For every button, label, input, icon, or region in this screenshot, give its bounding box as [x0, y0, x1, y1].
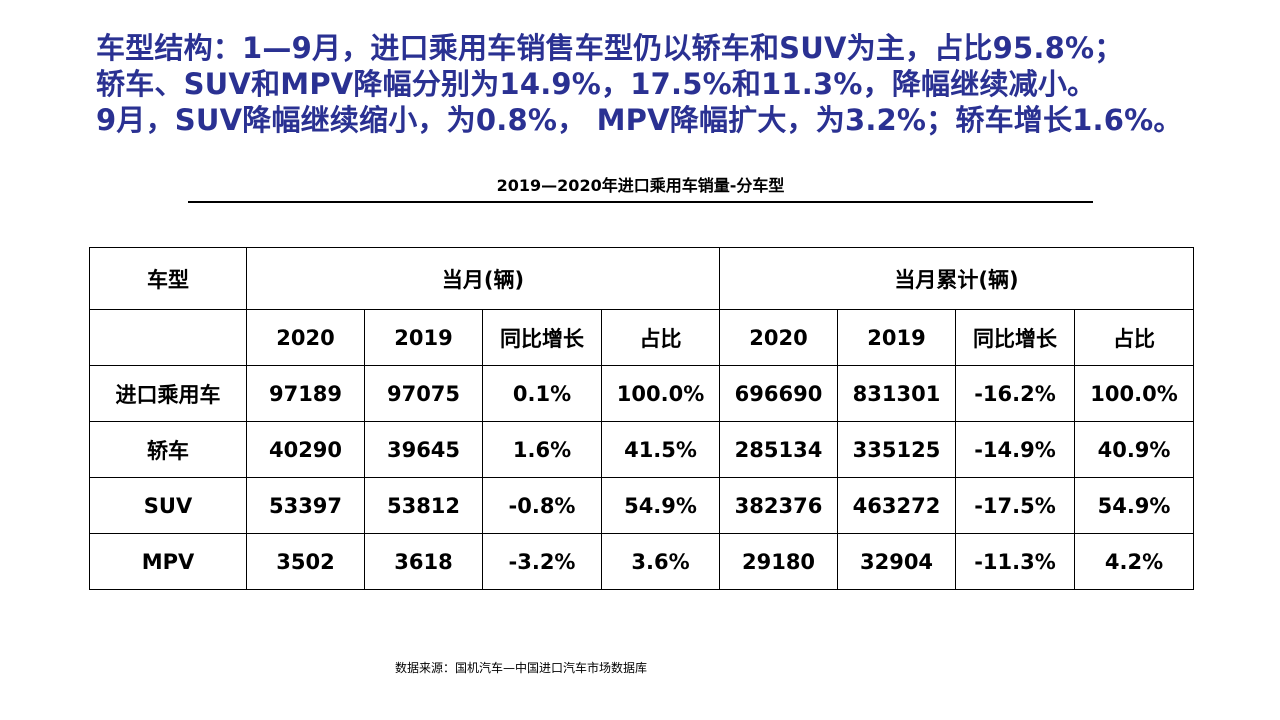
table-cell: 53812 [364, 477, 483, 534]
table-cell: 97189 [246, 365, 365, 422]
table-cell: 97075 [364, 365, 483, 422]
headline-line-2: 轿车、SUV和MPV降幅分别为14.9%，17.5%和11.3%，降幅继续减小。 [96, 67, 1097, 101]
subheader-cell: 2020 [246, 309, 365, 366]
table-cell: 463272 [837, 477, 957, 534]
table-cell: 100.0% [600, 365, 721, 422]
headline-line-3: 9月，SUV降幅继续缩小，为0.8%， MPV降幅扩大，为3.2%；轿车增长1.… [96, 103, 1183, 137]
row-type: MPV [89, 533, 247, 590]
table-cell: -3.2% [482, 533, 602, 590]
row-type: 进口乘用车 [89, 365, 247, 422]
table-cell: 100.0% [1074, 365, 1195, 422]
table-row: MPV 3502 3618 -3.2% 3.6% 29180 32904 -11… [89, 533, 1195, 590]
table-cell: 41.5% [600, 421, 721, 478]
subheader-cell: 同比增长 [482, 309, 602, 366]
table-cell: 40.9% [1074, 421, 1195, 478]
subheader-cell: 占比 [600, 309, 721, 366]
header-month-group: 当月(辆) [245, 247, 721, 310]
table-cell: 1.6% [482, 421, 602, 478]
subheader-cell: 同比增长 [955, 309, 1076, 366]
table-row: SUV 53397 53812 -0.8% 54.9% 382376 46327… [89, 477, 1195, 534]
header-row-sub: 2020 2019 同比增长 占比 2020 2019 同比增长 占比 [89, 309, 1195, 366]
table-cell: -16.2% [955, 365, 1076, 422]
subheader-cell: 2019 [364, 309, 483, 366]
table-cell: 0.1% [482, 365, 602, 422]
table-cell: 382376 [719, 477, 839, 534]
header-row-groups: 车型 当月(辆) 当月累计(辆) [89, 247, 1195, 310]
row-type: SUV [89, 477, 247, 534]
subheader-cell: 2019 [837, 309, 957, 366]
table-cell: 831301 [837, 365, 957, 422]
subheader-cell: 占比 [1074, 309, 1195, 366]
header-vehicle-type: 车型 [89, 247, 247, 310]
headline: 车型结构：1—9月，进口乘用车销售车型仍以轿车和SUV为主，占比95.8%； 轿… [96, 30, 1276, 138]
table-cell: -11.3% [955, 533, 1076, 590]
sales-table: 车型 当月(辆) 当月累计(辆) 2020 2019 同比增长 占比 2020 … [89, 247, 1195, 590]
table-cell: -0.8% [482, 477, 602, 534]
table-cell: 39645 [364, 421, 483, 478]
table-cell: 4.2% [1074, 533, 1195, 590]
table-cell: 54.9% [600, 477, 721, 534]
table-row: 轿车 40290 39645 1.6% 41.5% 285134 335125 … [89, 421, 1195, 478]
table-cell: 3618 [364, 533, 483, 590]
table-row: 进口乘用车 97189 97075 0.1% 100.0% 696690 831… [89, 365, 1195, 422]
table-cell: 696690 [719, 365, 839, 422]
table-cell: 53397 [246, 477, 365, 534]
table-cell: -14.9% [955, 421, 1076, 478]
headline-line-1: 车型结构：1—9月，进口乘用车销售车型仍以轿车和SUV为主，占比95.8%； [96, 31, 1124, 65]
table-title: 2019—2020年进口乘用车销量-分车型 [496, 176, 785, 195]
table-cell: -17.5% [955, 477, 1076, 534]
table-cell: 32904 [837, 533, 957, 590]
row-type: 轿车 [89, 421, 247, 478]
subheader-cell: 2020 [719, 309, 839, 366]
table-cell: 3502 [246, 533, 365, 590]
table-cell: 29180 [719, 533, 839, 590]
title-divider [188, 201, 1093, 203]
data-source-note: 数据来源：国机汽车—中国进口汽车市场数据库 [395, 661, 648, 675]
header-cumulative-group: 当月累计(辆) [719, 247, 1195, 310]
table-cell: 335125 [837, 421, 957, 478]
table-cell: 54.9% [1074, 477, 1195, 534]
table-cell: 3.6% [600, 533, 721, 590]
header-empty-cell [89, 309, 247, 366]
table-cell: 40290 [246, 421, 365, 478]
table-cell: 285134 [719, 421, 839, 478]
